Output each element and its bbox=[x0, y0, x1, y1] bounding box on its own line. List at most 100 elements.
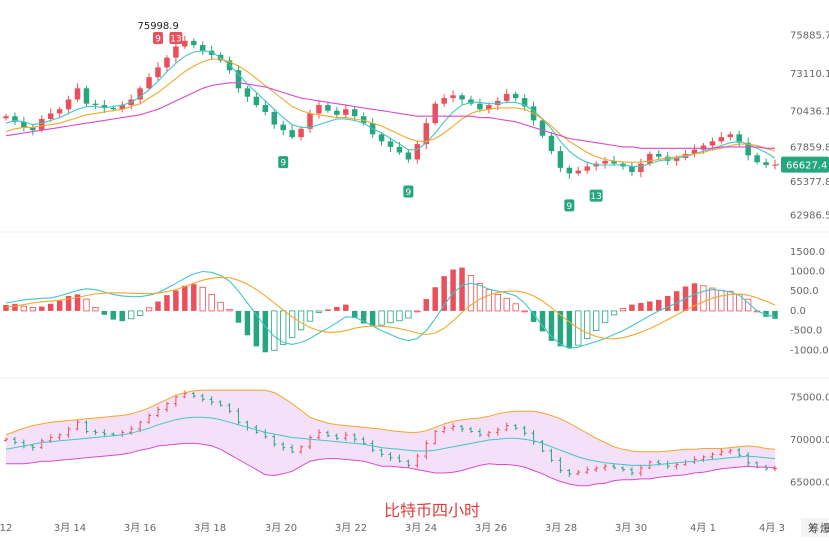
macd-bar bbox=[65, 295, 72, 311]
candle-body bbox=[280, 124, 286, 131]
td-marker bbox=[564, 199, 575, 212]
candle-body bbox=[772, 164, 778, 166]
macd-bar bbox=[548, 310, 555, 341]
macd-bar bbox=[656, 299, 662, 311]
candle-body bbox=[647, 153, 653, 164]
candle-body bbox=[199, 45, 206, 51]
macd-bar bbox=[459, 267, 465, 311]
x-axis-tick-label: 3月 26 bbox=[475, 522, 507, 534]
macd-bar bbox=[92, 306, 99, 312]
macd-bar bbox=[441, 276, 447, 311]
td-marker-label: 9 bbox=[566, 202, 572, 212]
candle-body bbox=[3, 116, 9, 119]
candle-body bbox=[164, 57, 170, 68]
side-button-liquidation[interactable]: 爆 bbox=[820, 521, 829, 535]
macd-bar bbox=[566, 310, 573, 349]
candle-body bbox=[441, 98, 447, 104]
candle-body bbox=[468, 99, 474, 104]
candle-body bbox=[575, 170, 582, 174]
x-axis-tick-label: 3月 20 bbox=[265, 522, 297, 534]
macd-bar bbox=[485, 289, 493, 312]
bars-layer bbox=[3, 35, 778, 477]
x-axis-tick-label: 4月 1 bbox=[690, 522, 716, 534]
candle-body bbox=[343, 109, 349, 115]
candle-body bbox=[486, 105, 492, 110]
macd-bar bbox=[325, 309, 331, 311]
candle-body bbox=[56, 109, 63, 114]
td-marker bbox=[278, 156, 289, 169]
macd-bar bbox=[306, 310, 314, 322]
macd-bar bbox=[503, 297, 510, 312]
td-marker-label: 13 bbox=[170, 35, 181, 45]
candle-body bbox=[423, 123, 430, 145]
macd-bar bbox=[351, 310, 358, 318]
macd-bar bbox=[3, 305, 9, 311]
macd-y-tick: -500.0 bbox=[790, 326, 822, 337]
x-axis-tick-label: 3月 18 bbox=[194, 522, 226, 534]
candle-body bbox=[673, 158, 680, 161]
macd-bar bbox=[199, 286, 206, 312]
x-axis-tick-label: 3月 14 bbox=[54, 522, 86, 534]
candle-body bbox=[316, 105, 322, 114]
macd-bar bbox=[494, 293, 501, 312]
macd-bar bbox=[244, 310, 251, 336]
macd-bar bbox=[119, 310, 125, 322]
x-axis-tick-label: 4月 3 bbox=[759, 522, 785, 534]
macd-bar bbox=[414, 310, 421, 313]
candle-body bbox=[539, 120, 546, 136]
macd-bar bbox=[101, 310, 108, 315]
candle-body bbox=[378, 134, 385, 142]
macd-bar bbox=[155, 301, 161, 311]
macd-bar bbox=[638, 303, 644, 311]
macd-bar bbox=[369, 310, 376, 326]
macd-bar bbox=[557, 310, 564, 347]
macd-bar bbox=[173, 290, 179, 311]
macd-bar bbox=[763, 310, 769, 317]
macd-y-tick: 1000.0 bbox=[790, 267, 825, 278]
boll-y-tick: 75000.0 bbox=[790, 393, 829, 404]
macd-bar bbox=[664, 295, 671, 311]
macd-line-dea bbox=[5, 276, 776, 340]
x-axis-tick-label: 12 bbox=[0, 523, 12, 534]
candle-body bbox=[325, 105, 331, 111]
macd-bar bbox=[136, 310, 144, 317]
candle-body bbox=[298, 128, 304, 138]
boll-line-lower bbox=[6, 442, 776, 487]
macd-bar bbox=[467, 275, 475, 312]
macd-bar bbox=[378, 310, 385, 326]
candle-body bbox=[405, 152, 412, 160]
macd-bar bbox=[182, 285, 188, 311]
price-y-tick: 62986.5 bbox=[790, 210, 829, 221]
candle-body bbox=[691, 149, 698, 154]
candle-body bbox=[83, 88, 90, 104]
macd-bar bbox=[387, 310, 394, 324]
candle-body bbox=[584, 166, 590, 171]
candle-body bbox=[414, 144, 421, 160]
candle-body bbox=[74, 88, 81, 100]
candle-body bbox=[30, 127, 36, 131]
macd-bar bbox=[476, 282, 484, 312]
candle-body bbox=[512, 93, 519, 99]
candle-body bbox=[736, 134, 742, 143]
candle-body bbox=[307, 113, 313, 129]
macd-bar bbox=[601, 310, 609, 324]
price-y-tick: 73110.1 bbox=[790, 69, 829, 80]
macd-bar bbox=[405, 310, 412, 319]
boll-y-tick: 65000.0 bbox=[790, 477, 829, 488]
macd-bar bbox=[610, 310, 618, 316]
candle-body bbox=[21, 121, 27, 128]
macd-y-tick: 1500.0 bbox=[790, 247, 825, 258]
candle-body bbox=[700, 145, 707, 150]
candle-body bbox=[566, 167, 573, 174]
macd-bar bbox=[629, 304, 635, 311]
macd-y-tick: -1000.0 bbox=[790, 345, 829, 356]
candle-body bbox=[727, 134, 734, 138]
macd-bar bbox=[191, 284, 197, 311]
candle-body bbox=[548, 135, 555, 152]
x-axis-tick-label: 3月 24 bbox=[405, 522, 437, 534]
candle-body bbox=[396, 146, 403, 153]
candle-body bbox=[387, 141, 394, 147]
side-button-chips[interactable]: 筹 bbox=[808, 521, 819, 535]
candle-body bbox=[208, 50, 215, 55]
candle-body bbox=[271, 112, 277, 125]
